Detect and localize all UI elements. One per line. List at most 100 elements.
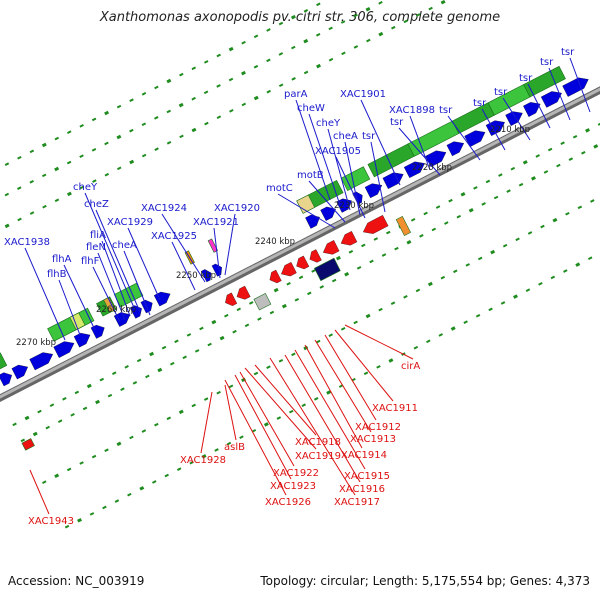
reverse-label-line xyxy=(344,324,414,360)
tick-mark xyxy=(229,109,234,113)
tick-label: 2260 kbp xyxy=(96,305,136,315)
tick-mark xyxy=(17,217,22,222)
tick-mark xyxy=(525,288,531,292)
tick-mark xyxy=(440,275,446,280)
tick-mark xyxy=(66,160,72,165)
tick-mark xyxy=(366,38,371,43)
forward-label-line xyxy=(409,115,431,171)
forward-gene-arrow xyxy=(0,372,12,387)
forward-gene-label: cheA xyxy=(112,240,137,251)
tick-mark xyxy=(232,329,237,334)
tick-mark xyxy=(224,313,229,318)
tick-mark xyxy=(316,63,322,69)
tick-mark xyxy=(331,278,337,283)
tick-mark xyxy=(348,249,354,254)
tick-mark xyxy=(164,473,169,478)
forward-gene-arrow xyxy=(73,332,91,348)
forward-label-line xyxy=(502,97,531,141)
tick-mark xyxy=(426,339,431,344)
tick-mark xyxy=(211,319,217,325)
genome-summary-text: Topology: circular; Length: 5,175,554 bp… xyxy=(260,574,590,588)
tick-mark xyxy=(111,371,117,376)
cog-box xyxy=(313,257,341,282)
tick-mark xyxy=(413,345,419,350)
forward-gene-label: tsr xyxy=(561,47,575,58)
tick-mark xyxy=(166,416,172,421)
tick-mark xyxy=(89,512,95,516)
forward-label-line xyxy=(548,67,571,121)
tick-mark xyxy=(127,492,132,497)
cog-box xyxy=(253,292,272,311)
tick-mark xyxy=(298,275,304,280)
forward-gene-arrow xyxy=(113,312,131,327)
tick-mark xyxy=(303,8,309,13)
tick-mark xyxy=(79,185,85,190)
tick-mark xyxy=(199,326,204,331)
tick-mark xyxy=(294,297,300,302)
tick-mark xyxy=(572,134,578,139)
tick-mark xyxy=(203,90,209,95)
tick-mark xyxy=(216,53,221,58)
forward-gene-label: parA xyxy=(284,89,308,100)
tick-mark xyxy=(403,19,408,24)
tick-mark xyxy=(273,287,279,293)
tick-mark xyxy=(152,480,157,484)
tick-mark xyxy=(104,141,109,146)
forward-gene-label: cheA xyxy=(333,131,358,142)
forward-label-line xyxy=(84,192,136,311)
tick-mark xyxy=(394,246,399,251)
forward-gene-arrow xyxy=(90,324,105,339)
tick-mark xyxy=(468,208,474,213)
tick-mark xyxy=(344,271,350,277)
reverse-gene-label: XAC1922 xyxy=(273,468,319,479)
tick-mark xyxy=(266,28,271,32)
forward-label-line xyxy=(481,108,506,151)
forward-label-line xyxy=(398,127,441,176)
tick-mark xyxy=(361,243,366,248)
tick-mark xyxy=(531,176,536,181)
tick-mark xyxy=(174,339,179,344)
tick-mark xyxy=(286,281,291,286)
tick-mark xyxy=(410,218,416,222)
tick-mark xyxy=(291,77,296,81)
forward-label-line xyxy=(569,57,591,113)
tick-mark xyxy=(117,166,122,171)
tick-mark xyxy=(37,409,42,414)
forward-gene-label: tsr xyxy=(519,73,533,84)
tick-mark xyxy=(456,214,461,219)
tick-mark xyxy=(216,390,221,395)
tick-mark xyxy=(311,269,316,273)
tick-mark xyxy=(141,92,147,96)
tick-mark xyxy=(266,58,271,63)
tick-mark xyxy=(577,205,583,210)
tick-mark xyxy=(70,412,75,417)
reverse-gene-label: XAC1919 xyxy=(295,451,341,462)
tick-mark xyxy=(120,387,125,392)
tick-mark xyxy=(141,429,147,433)
tick-mark xyxy=(12,422,17,427)
tick-mark xyxy=(189,460,194,465)
reverse-gene-label: XAC1913 xyxy=(350,434,396,445)
tick-mark xyxy=(104,448,109,453)
tick-mark xyxy=(236,307,242,312)
tick-mark xyxy=(54,166,60,172)
tick-mark xyxy=(326,390,332,395)
tick-mark xyxy=(116,104,122,109)
tick-mark xyxy=(481,202,486,206)
tick-mark xyxy=(291,45,296,50)
forward-label-line xyxy=(308,113,341,206)
forward-gene-label: XAC1905 xyxy=(315,146,361,157)
tick-mark xyxy=(66,467,72,472)
tick-mark xyxy=(560,141,565,145)
tick-mark xyxy=(104,110,110,116)
tick-mark xyxy=(278,358,284,363)
tick-mark xyxy=(79,461,84,465)
reverse-label-line xyxy=(324,334,377,421)
tick-label: 2250 kbp xyxy=(176,271,216,281)
tick-mark xyxy=(316,2,321,7)
forward-gene-label: cheZ xyxy=(84,199,109,210)
tick-mark xyxy=(353,13,358,18)
tick-mark xyxy=(77,518,82,523)
forward-gene-label: XAC1921 xyxy=(193,217,239,228)
tick-mark xyxy=(176,467,182,471)
